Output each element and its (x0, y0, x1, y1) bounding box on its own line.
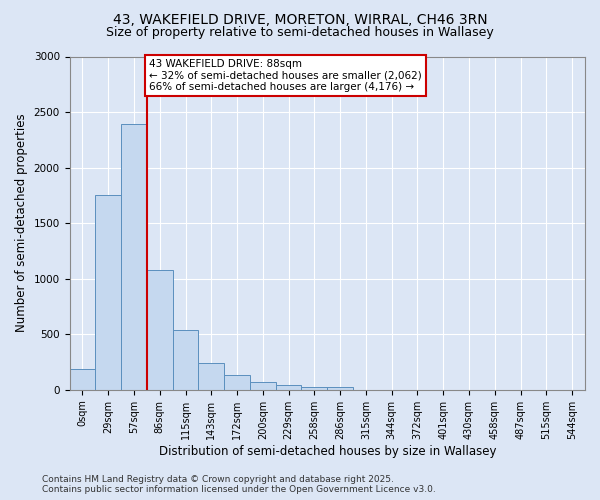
Bar (250, 382, 276, 390)
Bar (173, 330, 199, 390)
Text: 43 WAKEFIELD DRIVE: 88sqm
← 32% of semi-detached houses are smaller (2,062)
66% : 43 WAKEFIELD DRIVE: 88sqm ← 32% of semi-… (149, 58, 422, 92)
Y-axis label: Number of semi-detached properties: Number of semi-detached properties (15, 114, 28, 332)
Bar (276, 386, 301, 390)
Bar (199, 363, 224, 390)
Text: 43, WAKEFIELD DRIVE, MORETON, WIRRAL, CH46 3RN: 43, WAKEFIELD DRIVE, MORETON, WIRRAL, CH… (113, 12, 487, 26)
Text: Size of property relative to semi-detached houses in Wallasey: Size of property relative to semi-detach… (106, 26, 494, 39)
Bar (147, 270, 173, 390)
Text: Contains HM Land Registry data © Crown copyright and database right 2025.
Contai: Contains HM Land Registry data © Crown c… (42, 474, 436, 494)
Bar (95, 196, 121, 390)
Bar (301, 386, 327, 390)
X-axis label: Distribution of semi-detached houses by size in Wallasey: Distribution of semi-detached houses by … (158, 444, 496, 458)
Bar (121, 124, 147, 390)
Bar (224, 375, 250, 390)
Bar (70, 370, 95, 390)
Bar (327, 387, 353, 390)
